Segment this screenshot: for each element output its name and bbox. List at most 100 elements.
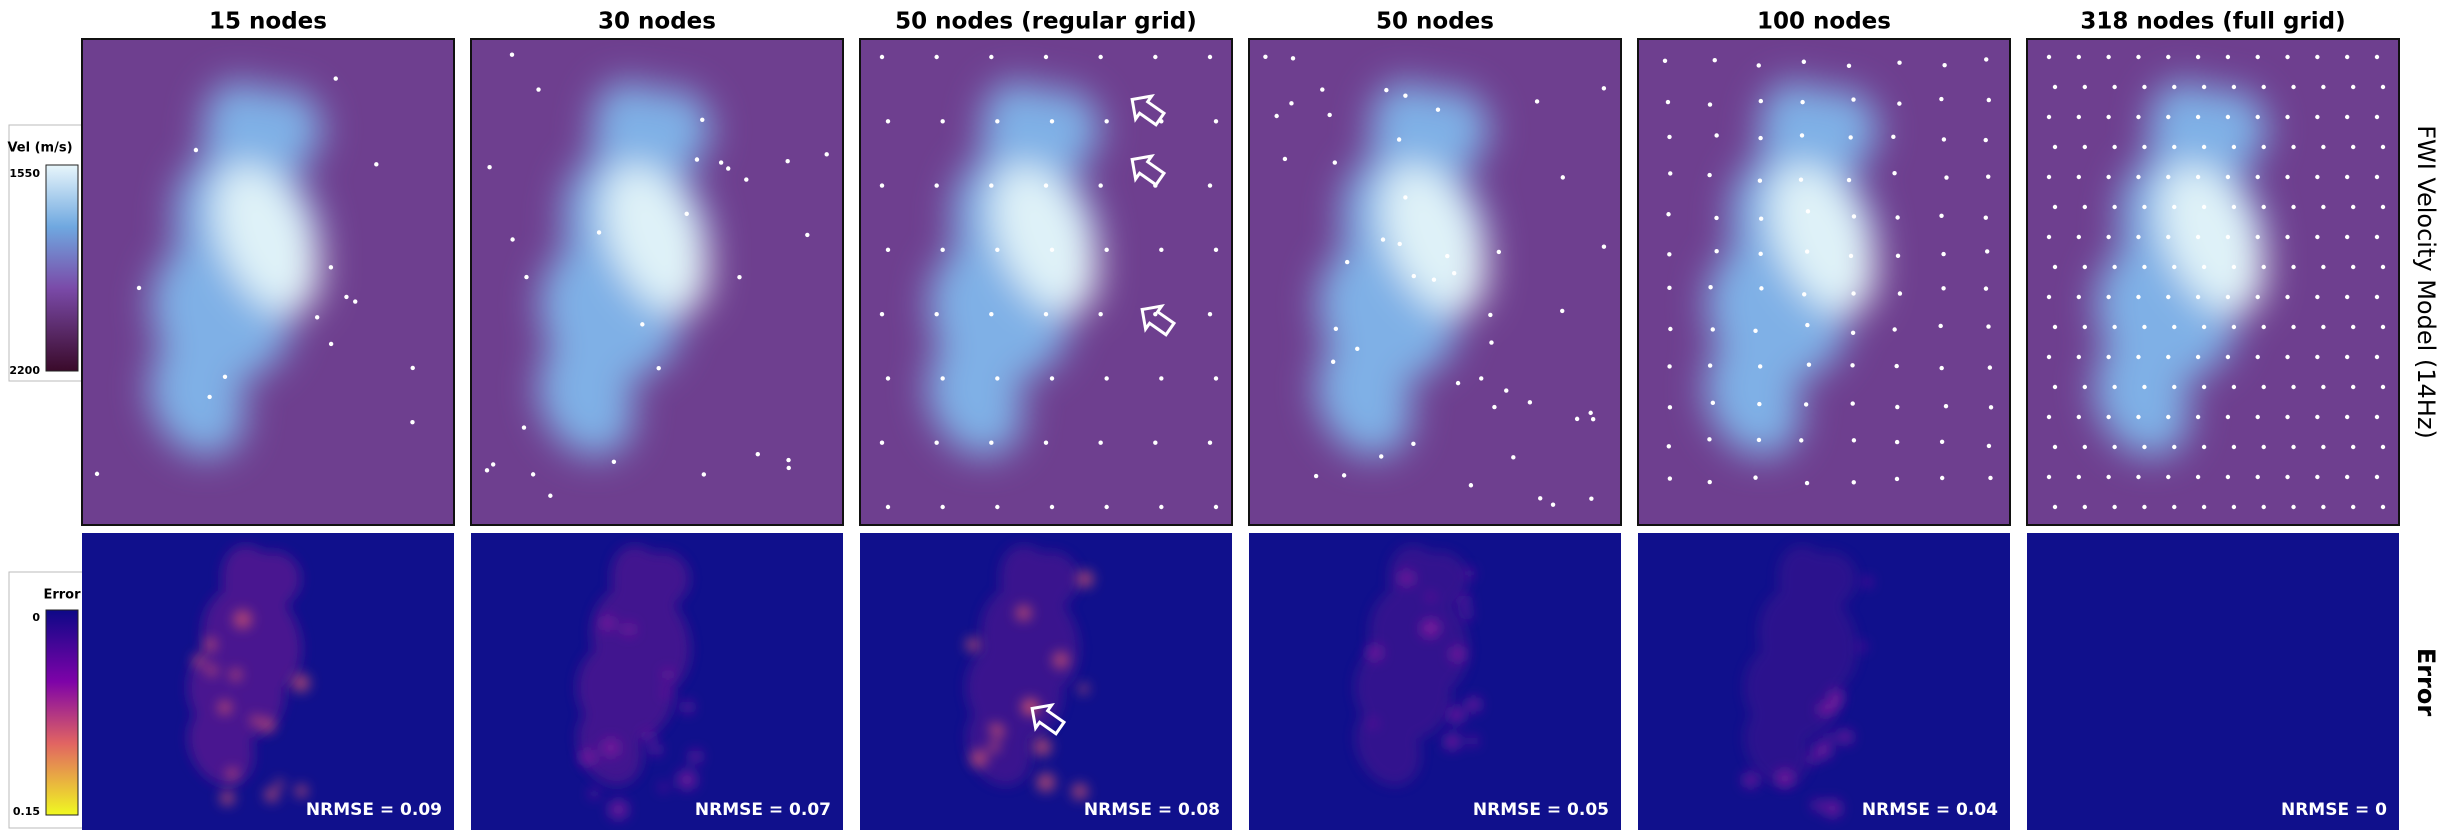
node	[1159, 248, 1163, 252]
node	[2375, 355, 2379, 359]
node	[2291, 385, 2295, 389]
node	[1479, 376, 1483, 380]
node	[1044, 441, 1048, 445]
velocity-image	[82, 39, 454, 525]
node	[934, 441, 938, 445]
node	[1538, 496, 1542, 500]
node	[787, 466, 791, 470]
node	[1214, 376, 1218, 380]
error-spot	[659, 783, 667, 791]
node	[2047, 115, 2051, 119]
error-spot	[1807, 754, 1817, 764]
node	[2321, 205, 2325, 209]
anomaly-part	[1798, 89, 1878, 169]
node	[1847, 178, 1851, 182]
node	[2166, 115, 2170, 119]
node	[1214, 505, 1218, 509]
node	[1044, 183, 1048, 187]
error-image	[860, 533, 1232, 830]
node	[1851, 97, 1855, 101]
node	[2351, 385, 2355, 389]
node	[1489, 340, 1493, 344]
error-spot	[1776, 769, 1795, 788]
node	[2285, 175, 2289, 179]
error-spot	[601, 738, 620, 757]
node	[2202, 325, 2206, 329]
node	[1098, 183, 1102, 187]
node	[1588, 411, 1592, 415]
node	[2136, 295, 2140, 299]
node	[2166, 235, 2170, 239]
node	[2112, 265, 2116, 269]
node	[1668, 476, 1672, 480]
background	[2027, 533, 2399, 830]
node	[2232, 505, 2236, 509]
node	[2166, 415, 2170, 419]
node	[1668, 171, 1672, 175]
node	[2083, 205, 2087, 209]
node	[1159, 505, 1163, 509]
node	[2142, 385, 2146, 389]
node	[1896, 254, 1900, 258]
node	[1984, 57, 1988, 61]
node	[1667, 135, 1671, 139]
node	[1663, 59, 1667, 63]
error-spot	[650, 743, 662, 755]
node	[1561, 175, 1565, 179]
node	[2112, 385, 2116, 389]
node	[2166, 55, 2170, 59]
node	[2226, 475, 2230, 479]
node	[536, 87, 540, 91]
node	[2345, 475, 2349, 479]
node	[2375, 475, 2379, 479]
error-spot	[1838, 729, 1853, 744]
node	[2381, 85, 2385, 89]
node	[1214, 119, 1218, 123]
node	[2083, 325, 2087, 329]
velocity-panel	[82, 39, 454, 525]
node	[1560, 309, 1564, 313]
error-spot	[1461, 609, 1472, 620]
node	[805, 233, 809, 237]
node	[548, 494, 552, 498]
node	[344, 295, 348, 299]
column-title: 50 nodes	[1376, 9, 1494, 35]
error-spot	[265, 788, 279, 802]
node	[1897, 101, 1901, 105]
node	[1938, 324, 1942, 328]
node	[531, 472, 535, 476]
error-spot	[1444, 733, 1461, 750]
nrmse-label: NRMSE = 0.09	[306, 800, 442, 820]
node	[1987, 444, 1991, 448]
node	[2053, 85, 2057, 89]
node	[1891, 135, 1895, 139]
node	[2256, 355, 2260, 359]
node	[1708, 102, 1712, 106]
node	[2106, 55, 2110, 59]
node	[1852, 438, 1856, 442]
node	[2172, 145, 2176, 149]
node	[1799, 438, 1803, 442]
error-spot	[193, 655, 205, 667]
node	[2351, 505, 2355, 509]
node	[2345, 55, 2349, 59]
node	[1939, 97, 1943, 101]
node	[2226, 235, 2230, 239]
node	[726, 166, 730, 170]
node	[1944, 175, 1948, 179]
node	[2321, 325, 2325, 329]
node	[2315, 355, 2319, 359]
node	[207, 395, 211, 399]
node	[2106, 355, 2110, 359]
node	[2202, 385, 2206, 389]
node	[1984, 138, 1988, 142]
error-panel: NRMSE = 0.07	[471, 533, 843, 830]
node	[1940, 476, 1944, 480]
node	[2196, 55, 2200, 59]
node	[1708, 363, 1712, 367]
node	[685, 212, 689, 216]
node	[2202, 505, 2206, 509]
node	[2077, 115, 2081, 119]
node	[1984, 216, 1988, 220]
node	[485, 468, 489, 472]
